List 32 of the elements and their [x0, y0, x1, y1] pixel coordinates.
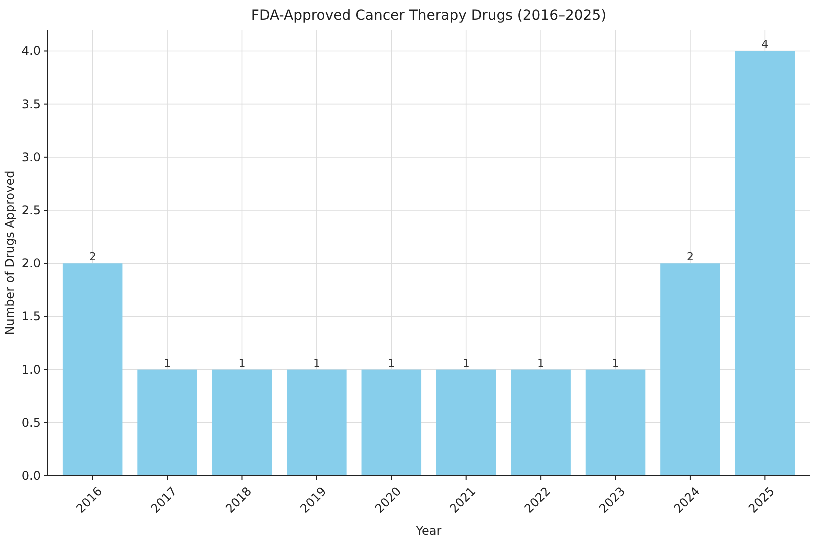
- bar: [362, 370, 422, 476]
- y-tick-label: 1.5: [22, 310, 41, 324]
- y-tick-label: 3.0: [22, 150, 41, 164]
- bar: [586, 370, 646, 476]
- bar: [212, 370, 272, 476]
- y-tick-label: 4.0: [22, 44, 41, 58]
- data-label: 1: [462, 356, 470, 370]
- data-label: 4: [762, 38, 769, 52]
- x-axis-title: Year: [415, 524, 442, 538]
- data-label: 1: [388, 356, 396, 370]
- y-tick-label: 3.5: [22, 97, 41, 112]
- data-label: 1: [238, 356, 246, 370]
- data-label: 1: [164, 356, 172, 370]
- y-tick-label: 2.0: [22, 256, 41, 271]
- bar: [138, 370, 198, 476]
- data-label: 2: [686, 250, 694, 264]
- data-label: 1: [538, 356, 545, 370]
- y-tick-label: 1.0: [22, 362, 41, 377]
- data-label: 2: [89, 250, 96, 264]
- bar: [735, 51, 796, 476]
- bar: [660, 264, 720, 476]
- y-tick-label: 2.5: [22, 204, 41, 218]
- chart-title: FDA-Approved Cancer Therapy Drugs (2016–2025): [251, 8, 607, 24]
- bar: [436, 370, 496, 476]
- data-label: 1: [313, 356, 320, 370]
- y-axis-title: Number of Drugs Approved: [3, 170, 17, 336]
- bar: [287, 370, 347, 476]
- y-tick-label: 0.0: [22, 469, 41, 483]
- bar: [62, 264, 123, 476]
- bar: [511, 370, 571, 476]
- data-label: 1: [612, 356, 620, 370]
- y-tick-label: 0.5: [22, 416, 41, 430]
